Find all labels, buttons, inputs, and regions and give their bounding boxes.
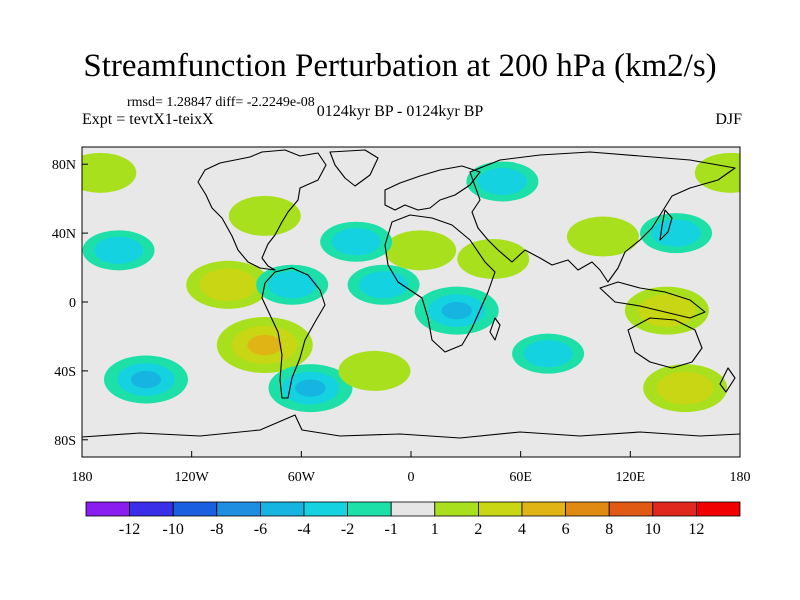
anomaly-contour-15-0 <box>82 152 137 193</box>
x-tick-label: 60E <box>509 470 532 485</box>
colorbar-box <box>390 501 436 517</box>
stats-label: rmsd= 1.28847 diff= -2.2249e-08 <box>127 95 315 110</box>
anomaly-contour-1-1 <box>199 268 257 302</box>
colorbar-label: -8 <box>210 521 223 538</box>
y-tick-label: 80N <box>52 158 76 173</box>
coastline-south-america <box>261 267 326 399</box>
anomaly-contour-16-0 <box>694 152 740 193</box>
anomaly-contour-13-1 <box>523 340 573 368</box>
colorbar-box <box>172 501 218 517</box>
anomaly-contour-6-2 <box>441 301 472 320</box>
colorbar-label: 12 <box>688 521 704 538</box>
colorbar-box <box>129 501 174 517</box>
coastline-australia <box>627 317 703 369</box>
colorbar-box <box>303 501 348 517</box>
colorbar-box <box>608 501 654 517</box>
colorbar-box <box>652 501 697 517</box>
coastline-asia <box>469 151 736 283</box>
x-tick-label: 60W <box>288 470 316 485</box>
x-tick-label: 0 <box>408 470 415 485</box>
coastline-antarctica <box>82 414 740 439</box>
colorbar-label: 6 <box>562 521 570 538</box>
colorbar-box <box>85 501 130 517</box>
colorbar-label: -2 <box>341 521 354 538</box>
colorbar-label: -1 <box>385 521 398 538</box>
colorbar-box <box>477 501 523 517</box>
colorbar-label: -10 <box>163 521 184 538</box>
colorbar-label: 10 <box>645 521 661 538</box>
coastline-north-america <box>197 149 327 271</box>
y-tick-label: 40S <box>54 365 76 380</box>
anomaly-contour-20-0 <box>228 195 301 236</box>
colorbar-label: 1 <box>431 521 439 538</box>
colorbar-box <box>259 501 305 517</box>
colorbar-box <box>434 501 479 517</box>
anomaly-contour-14-1 <box>477 167 527 196</box>
anomaly-contour-17-1 <box>651 219 701 247</box>
x-tick-label: 120E <box>616 470 646 485</box>
anomaly-contour-4-2 <box>295 379 326 397</box>
anomaly-contour-3-2 <box>130 370 162 389</box>
anomaly-contour-19-1 <box>331 228 381 256</box>
anomaly-contour-9-0 <box>384 230 457 271</box>
colorbar-box <box>521 501 566 517</box>
colorbar-label: 2 <box>474 521 482 538</box>
x-tick-label: 120W <box>175 470 210 485</box>
colorbar-box <box>216 501 261 517</box>
chart-title: Streamfunction Perturbation at 200 hPa (… <box>83 48 717 84</box>
colorbar-box <box>696 501 741 517</box>
x-tick-label: 180 <box>730 470 751 485</box>
coastline-africa <box>384 214 496 353</box>
colorbar-label: -6 <box>254 521 267 538</box>
coastline-greenland <box>329 149 379 187</box>
anomaly-contour-8-1 <box>359 271 409 299</box>
coastline-maritime-continent <box>599 281 706 319</box>
colorbar-label: 4 <box>518 521 526 538</box>
anomaly-contour-10-0 <box>457 238 530 279</box>
anomaly-contour-0-1 <box>94 236 144 264</box>
experiment-label: Expt = tevtX1-teixX <box>82 111 214 128</box>
coastline-madagascar <box>489 317 501 341</box>
colorbar-label: -12 <box>119 521 140 538</box>
anomaly-contour-2-2 <box>247 334 283 356</box>
coastline-europe <box>384 165 481 211</box>
y-tick-label: 80S <box>54 434 76 449</box>
colorbar-label: -4 <box>297 521 310 538</box>
coastline-new-zealand <box>719 367 736 393</box>
period-label: 0124kyr BP - 0124kyr BP <box>316 103 484 120</box>
coastline-japan <box>659 209 673 241</box>
y-tick-label: 40N <box>52 227 76 242</box>
anomaly-contour-18-0 <box>566 216 639 257</box>
x-tick-label: 180 <box>72 470 93 485</box>
anomaly-contour-12-1 <box>656 371 714 405</box>
anomaly-contour-7-1 <box>267 271 317 299</box>
y-tick-label: 0 <box>69 296 76 311</box>
anomaly-contour-11-1 <box>638 294 696 327</box>
colorbar-box <box>565 501 610 517</box>
colorbar-box <box>347 501 392 517</box>
colorbar-label: 8 <box>605 521 613 538</box>
season-label: DJF <box>715 111 742 128</box>
anomaly-contour-5-0 <box>338 350 411 391</box>
